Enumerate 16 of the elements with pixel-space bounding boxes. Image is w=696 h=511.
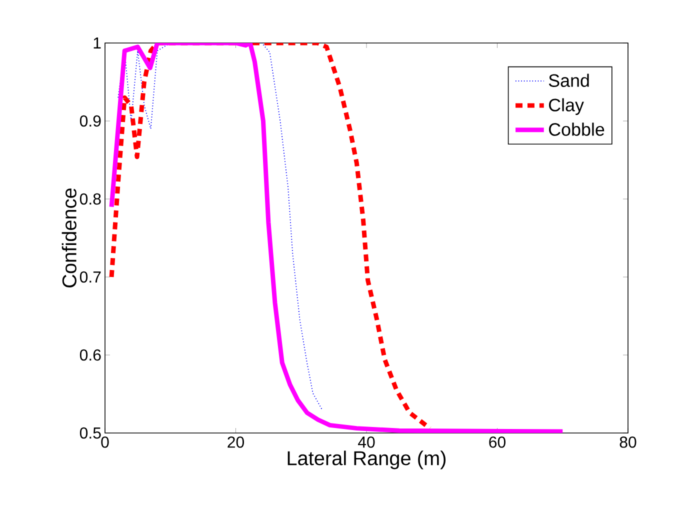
y-axis-title: Confidence <box>62 188 76 288</box>
y-tick-label: 0.8 <box>80 193 101 205</box>
x-tick-label: 20 <box>228 436 244 448</box>
legend-label: Clay <box>549 98 584 115</box>
y-tick-label: 1 <box>94 38 101 48</box>
x-tick-label: 0 <box>101 436 109 448</box>
x-tick-label: 40 <box>358 436 375 448</box>
legend-label: Sand <box>548 74 589 87</box>
y-tick-label: 0.9 <box>80 115 101 127</box>
x-tick-label: 80 <box>620 436 636 448</box>
y-tick-label: 0.7 <box>80 271 101 283</box>
y-tick-label: 0.6 <box>80 349 101 361</box>
x-tick-label: 60 <box>489 436 506 448</box>
legend-label: Cobble <box>549 122 604 136</box>
y-tick-label: 0.5 <box>80 427 101 439</box>
x-axis-title: Lateral Range (m) <box>288 450 446 470</box>
